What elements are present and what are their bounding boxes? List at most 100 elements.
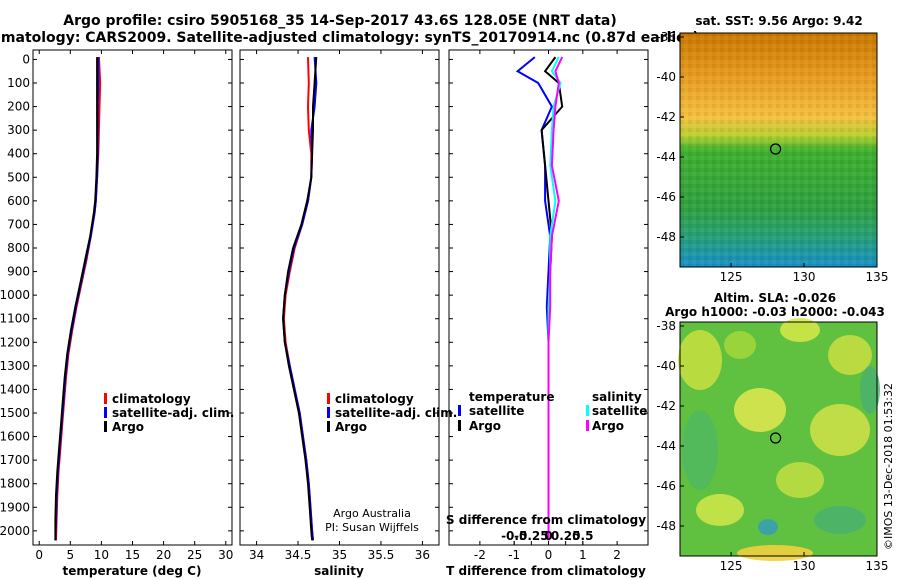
depth-axis: 0 100 200 300 400 500 600 700 800 900 1000 1100 1200… — [0, 52, 648, 538]
sla-map-frame — [679, 321, 878, 557]
legend-label-t-satellite: satellite — [469, 404, 524, 418]
series-line-t-satellite — [515, 56, 554, 541]
x-tick-label: 1 — [579, 548, 587, 562]
legend-label-t-argo: Argo — [469, 419, 501, 433]
s-tick-label: -0.25 — [514, 529, 549, 543]
legend-swatch-argo — [104, 421, 107, 432]
sst-heatmap-texture — [680, 33, 877, 267]
sst-map — [679, 32, 878, 268]
x-tick-label: 30 — [218, 548, 233, 562]
depth-tick-label: 0 — [22, 52, 30, 66]
depth-tick-label: 1700 — [0, 453, 30, 467]
x-tick-label: -1 — [508, 548, 520, 562]
legend-title-salinity: salinity — [592, 390, 642, 404]
figure-title-line2: Climatology: CARS2009. Satellite-adjuste… — [0, 30, 699, 46]
map-x-tick-label: 130 — [793, 559, 816, 573]
legend-label-s-satellite: satellite — [592, 404, 647, 418]
x-tick-label: -2 — [474, 548, 486, 562]
x-tick-label: 0 — [545, 548, 553, 562]
depth-tick-label: 300 — [7, 123, 30, 137]
sst-map-axes: 125 130 135 -38 -40 -42 -44 -46 -48 — [656, 30, 888, 284]
legend-swatch-climatology — [327, 393, 330, 404]
temperature-axes — [32, 49, 233, 546]
x-tick-label: 34 — [249, 548, 264, 562]
salinity-difference-label: S difference from climatology — [446, 513, 646, 527]
depth-tick-label: 1400 — [0, 382, 30, 396]
depth-tick-label: 1200 — [0, 335, 30, 349]
difference-series — [515, 56, 564, 541]
depth-tick-label: 800 — [7, 241, 30, 255]
x-tick-label: 35.5 — [368, 548, 395, 562]
copyright-stamp: ©IMOS 13-Dec-2018 01:53:32 — [882, 383, 895, 550]
map-y-tick-label: -48 — [656, 519, 676, 533]
series-line-s-argo — [547, 56, 564, 541]
sla-map — [678, 318, 880, 561]
depth-tick-label: 900 — [7, 265, 30, 279]
sla-argo-position-marker — [769, 432, 782, 444]
series-line-satellite-adj-clim- — [282, 57, 318, 541]
temperature-xaxis: 0 5 10 15 20 25 30 — [35, 50, 233, 562]
annotation-line2: PI: Susan Wijffels — [325, 521, 419, 534]
x-tick-label: 15 — [125, 548, 140, 562]
map-y-tick-label: -38 — [656, 319, 676, 333]
legend-swatch-t-argo — [458, 420, 461, 431]
depth-tick-label: 500 — [7, 170, 30, 184]
map-y-tick-label: -38 — [656, 30, 676, 44]
legend-label-satellite: satellite-adj. clim. — [335, 406, 457, 420]
map-x-tick-label: 125 — [720, 559, 743, 573]
map-y-tick-label: -40 — [656, 359, 676, 373]
salinity-xaxis: 34 34.5 35 35.5 36 — [249, 50, 430, 562]
map-y-tick-label: -46 — [656, 479, 676, 493]
legend-label-s-argo: Argo — [592, 419, 624, 433]
depth-tick-label: 2000 — [0, 524, 30, 538]
difference-legend-salinity: salinity satellite Argo — [586, 390, 647, 433]
sla-map-axes: 125 130 135 -38 -40 -42 -44 -46 -48 — [656, 319, 888, 573]
x-tick-label: 34.5 — [285, 548, 312, 562]
sla-heatmap-blobs — [678, 318, 880, 561]
legend-swatch-satellite — [104, 407, 107, 418]
sst-argo-position-marker — [769, 143, 782, 155]
x-tick-label: 35 — [332, 548, 347, 562]
sla-map-title: Altim. SLA: -0.026 — [714, 291, 836, 305]
depth-tick-label: 400 — [7, 147, 30, 161]
legend-swatch-s-satellite — [586, 405, 589, 416]
x-tick-label: 10 — [94, 548, 109, 562]
salinity-axes — [239, 49, 440, 546]
depth-tick-label: 1300 — [0, 359, 30, 373]
depth-tick-label: 200 — [7, 100, 30, 114]
map-x-tick-label: 125 — [720, 270, 743, 284]
x-tick-label: 5 — [66, 548, 74, 562]
temperature-series — [54, 57, 102, 541]
figure-title-line1: Argo profile: csiro 5905168_35 14-Sep-20… — [63, 13, 617, 29]
s-tick-label: 0 — [544, 529, 552, 543]
legend-label-climatology: climatology — [335, 392, 414, 406]
annotation-line1: Argo Australia — [333, 507, 411, 520]
depth-tick-label: 1800 — [0, 477, 30, 491]
map-y-tick-label: -44 — [656, 439, 676, 453]
depth-tick-label: 1100 — [0, 312, 30, 326]
map-x-tick-label: 130 — [793, 270, 816, 284]
sst-map-frame — [679, 32, 878, 268]
s-tick-label: -0.5 — [501, 529, 527, 543]
temperature-legend: climatology satellite-adj. clim. Argo — [104, 392, 234, 434]
depth-tick-label: 1000 — [0, 288, 30, 302]
legend-swatch-climatology — [104, 393, 107, 404]
legend-label-argo: Argo — [335, 420, 367, 434]
depth-tick-label: 1900 — [0, 500, 30, 514]
map-y-tick-label: -44 — [656, 150, 676, 164]
legend-swatch-s-argo — [586, 420, 589, 431]
depth-tick-label: 1600 — [0, 430, 30, 444]
legend-swatch-argo — [327, 421, 330, 432]
temperature-xlabel: temperature (deg C) — [63, 564, 202, 578]
x-tick-label: 36 — [415, 548, 430, 562]
map-y-tick-label: -46 — [656, 190, 676, 204]
map-y-tick-label: -42 — [656, 110, 676, 124]
depth-tick-label: 100 — [7, 76, 30, 90]
series-line-argo — [282, 57, 318, 541]
depth-tick-label: 1500 — [0, 406, 30, 420]
x-tick-label: 0 — [35, 548, 43, 562]
map-y-tick-label: -42 — [656, 399, 676, 413]
s-tick-label: 0.5 — [572, 529, 593, 543]
difference-xlabel: T difference from climatology — [446, 564, 646, 578]
